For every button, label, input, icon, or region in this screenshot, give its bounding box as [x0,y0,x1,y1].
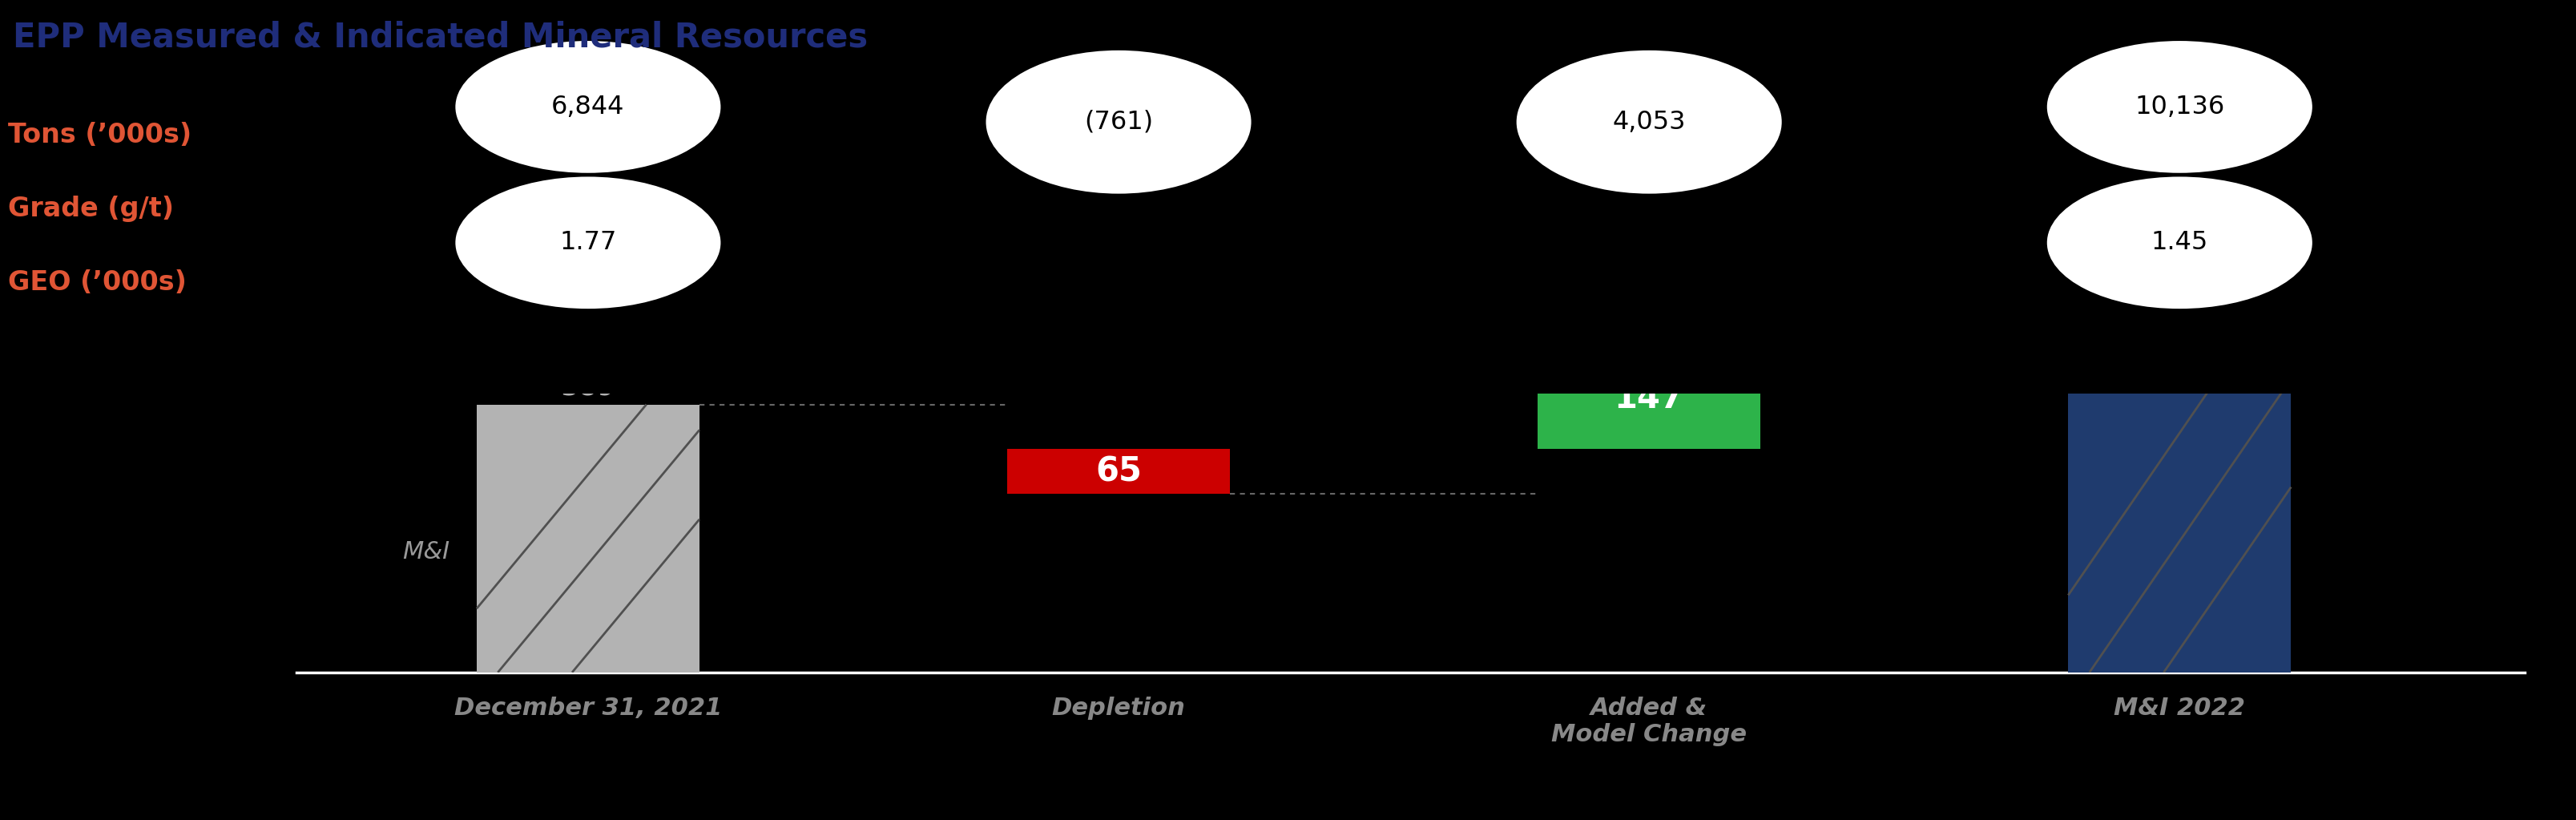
Ellipse shape [1517,50,1783,194]
Text: 6,844: 6,844 [551,94,623,120]
Text: Tons (’000s): Tons (’000s) [8,122,191,148]
Bar [477,404,701,672]
Ellipse shape [2048,177,2313,308]
Text: M&I: M&I [402,540,451,563]
Ellipse shape [456,177,721,308]
Text: 147: 147 [1615,382,1685,416]
Bar [1538,348,1759,449]
Bar [1007,449,1229,494]
Text: (761): (761) [1084,110,1154,134]
Text: GEO (’000s): GEO (’000s) [8,270,185,296]
Ellipse shape [456,41,721,173]
Text: Grade (g/t): Grade (g/t) [8,196,173,222]
Ellipse shape [2048,41,2313,173]
Text: 65: 65 [1095,455,1141,489]
Text: 471: 471 [2151,317,2208,344]
Text: 10,136: 10,136 [2136,94,2226,120]
Text: 1.77: 1.77 [559,230,616,255]
Ellipse shape [987,50,1252,194]
Text: EPP Measured & Indicated Mineral Resources: EPP Measured & Indicated Mineral Resourc… [13,20,868,54]
Text: 1.45: 1.45 [2151,230,2208,255]
Bar [2069,348,2290,672]
Text: 389: 389 [562,373,616,400]
Text: 4,053: 4,053 [1613,110,1685,134]
